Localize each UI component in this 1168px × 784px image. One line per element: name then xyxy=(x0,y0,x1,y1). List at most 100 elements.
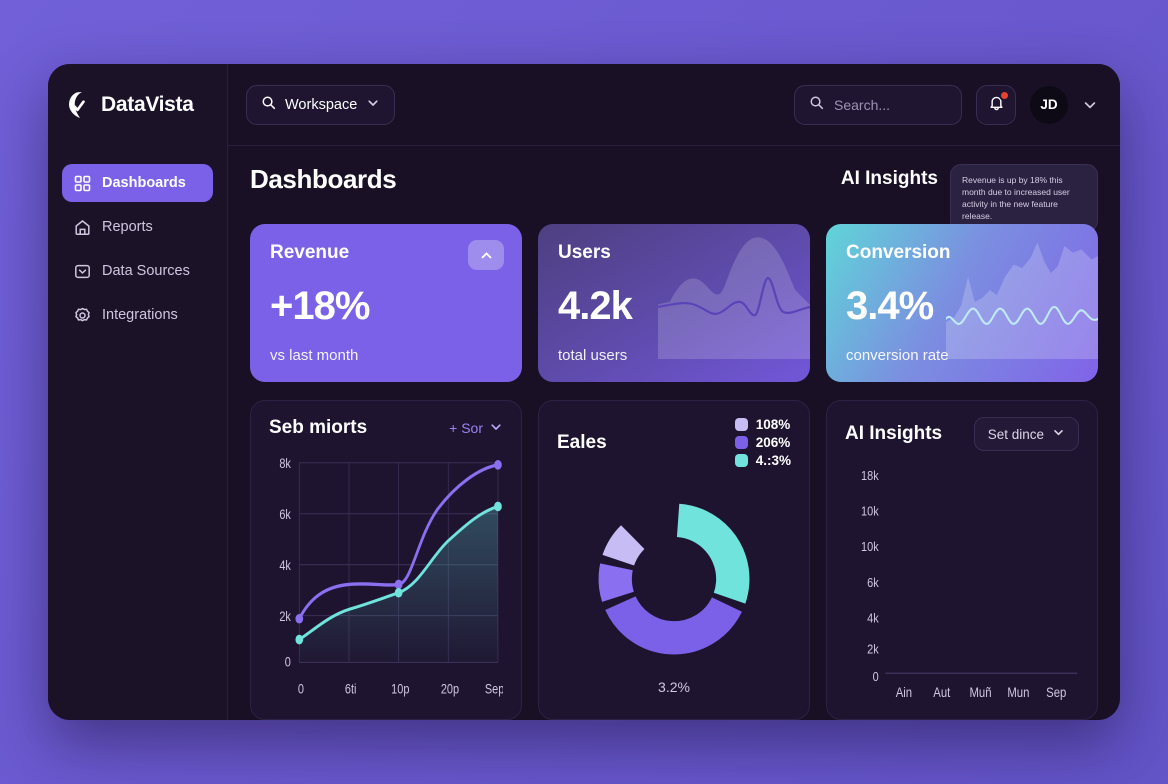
sidebar-item-integrations[interactable]: Integrations xyxy=(62,296,213,334)
donut-segment-violet xyxy=(598,503,750,654)
legend-label: 206% xyxy=(755,435,791,450)
content: Dashboards AI Insights Revenue is up by … xyxy=(228,146,1120,720)
sidebar-item-label: Dashboards xyxy=(102,175,186,191)
sort-action-label: + Sor xyxy=(449,420,483,436)
kpi-value: 3.4% xyxy=(846,283,934,328)
sidebar-item-dashboards[interactable]: Dashboards xyxy=(62,164,213,202)
account-menu-chevron-down-icon[interactable] xyxy=(1082,97,1098,113)
range-select-label: Set dince xyxy=(987,426,1044,442)
bar-chart-card: AI Insights Set dince xyxy=(826,400,1098,720)
x-tick-label: 10p xyxy=(391,682,409,697)
card-title: AI Insights xyxy=(845,423,943,444)
kpi-label: Users xyxy=(558,242,611,263)
y-tick-label: 2k xyxy=(279,609,291,624)
y-tick-label: 6k xyxy=(279,507,291,522)
page-title: Dashboards xyxy=(250,164,397,194)
database-chevron-icon xyxy=(74,263,91,280)
x-tick-label: 6ti xyxy=(345,682,357,697)
data-point xyxy=(494,460,502,470)
gear-icon xyxy=(74,307,91,324)
line-chart-header: Seb miorts + Sor xyxy=(269,417,503,439)
notifications-button[interactable] xyxy=(976,84,1016,125)
data-point xyxy=(394,579,403,590)
search-icon xyxy=(809,95,824,115)
card-title: Eales xyxy=(557,431,607,453)
kpi-value: 4.2k xyxy=(558,283,633,328)
data-point xyxy=(295,634,304,645)
x-tick-label: Mun xyxy=(1007,685,1029,700)
x-tick-label: Muñ xyxy=(969,685,991,700)
chart-row: Seb miorts + Sor xyxy=(250,400,1098,720)
bar-chart-header: AI Insights Set dince xyxy=(845,417,1079,451)
x-tick-label: Sep xyxy=(485,682,503,697)
donut-segment-teal xyxy=(598,503,750,654)
legend-item: 108% xyxy=(734,417,791,432)
search-input[interactable] xyxy=(834,96,947,113)
y-tick-label: 0 xyxy=(873,669,879,684)
sidebar: DataVista Dashboards xyxy=(48,64,228,720)
y-tick-label: 4k xyxy=(867,611,879,626)
donut-center-caption: 3.2% xyxy=(658,678,690,695)
brand: DataVista xyxy=(62,90,213,120)
line-chart-plot: 8k 6k 4k 2k 0 xyxy=(279,456,503,697)
workspace-label: Workspace xyxy=(285,96,358,113)
legend-swatch xyxy=(734,436,748,449)
kpi-card-revenue[interactable]: Revenue +18% vs last month xyxy=(250,224,522,382)
donut-chart-card: Eales 108% 206% xyxy=(538,400,810,720)
legend-label: 108% xyxy=(755,417,791,432)
x-tick-label: 0 xyxy=(298,682,304,697)
chevron-up-icon[interactable] xyxy=(468,240,504,270)
kpi-value: +18% xyxy=(270,283,370,328)
kpi-card-users[interactable]: Users 4.2k total users xyxy=(538,224,810,382)
teal-area xyxy=(299,506,498,663)
sidebar-item-reports[interactable]: Reports xyxy=(62,208,213,246)
x-tick-label: 20p xyxy=(441,682,459,697)
main-area: Workspace xyxy=(228,64,1120,720)
legend-swatch xyxy=(734,418,748,431)
y-tick-label: 10k xyxy=(861,504,879,519)
data-point xyxy=(494,501,502,512)
kpi-label: Revenue xyxy=(270,242,350,263)
x-tick-label: Aut xyxy=(933,685,951,700)
kpi-sub: conversion rate xyxy=(846,347,949,364)
data-point xyxy=(295,613,304,624)
search-box[interactable] xyxy=(794,84,962,125)
y-tick-label: 2k xyxy=(867,642,879,657)
y-tick-label: 10k xyxy=(861,539,879,554)
chevron-down-icon xyxy=(1052,426,1065,442)
y-tick-label: 18k xyxy=(861,468,879,483)
app-window: DataVista Dashboards xyxy=(48,64,1120,720)
grid-icon xyxy=(74,175,91,192)
search-icon xyxy=(261,95,276,114)
sidebar-item-label: Data Sources xyxy=(102,263,190,279)
legend-swatch xyxy=(734,454,748,467)
kpi-label: Conversion xyxy=(846,242,951,263)
donut-wrap: 3.2% xyxy=(557,472,791,703)
bars xyxy=(891,464,1069,680)
bar-chart-plot: 18k 10k 10k 6k 4k 2k 0 xyxy=(861,464,1078,700)
sidebar-item-data-sources[interactable]: Data Sources xyxy=(62,252,213,290)
card-title: Seb miorts xyxy=(269,417,368,438)
topbar: Workspace xyxy=(228,64,1120,146)
notification-badge xyxy=(999,89,1010,101)
swoosh-check-logo-icon xyxy=(66,90,92,120)
sidebar-nav: Dashboards Reports xyxy=(62,164,213,334)
workspace-selector[interactable]: Workspace xyxy=(246,84,396,125)
bar-chart-range-select[interactable]: Set dince xyxy=(973,417,1079,451)
avatar[interactable]: JD xyxy=(1030,85,1068,124)
x-tick-label: Ain xyxy=(896,685,912,700)
data-point xyxy=(394,587,403,598)
donut-legend: 108% 206% 4.:3% xyxy=(734,417,791,468)
kpi-sub: total users xyxy=(558,347,628,364)
line-chart-card: Seb miorts + Sor xyxy=(250,400,522,720)
legend-item: 4.:3% xyxy=(734,453,791,468)
kpi-card-conversion[interactable]: Conversion 3.4% conversion rate xyxy=(826,224,1098,382)
donut-chart-header: Eales 108% 206% xyxy=(557,417,791,468)
chevron-down-icon xyxy=(366,96,380,114)
y-tick-label: 0 xyxy=(285,655,291,670)
ai-insights-heading: AI Insights xyxy=(840,168,938,189)
line-chart-sort-action[interactable]: + Sor xyxy=(449,420,503,437)
legend-label: 4.:3% xyxy=(755,453,791,468)
chevron-down-icon xyxy=(489,420,503,437)
